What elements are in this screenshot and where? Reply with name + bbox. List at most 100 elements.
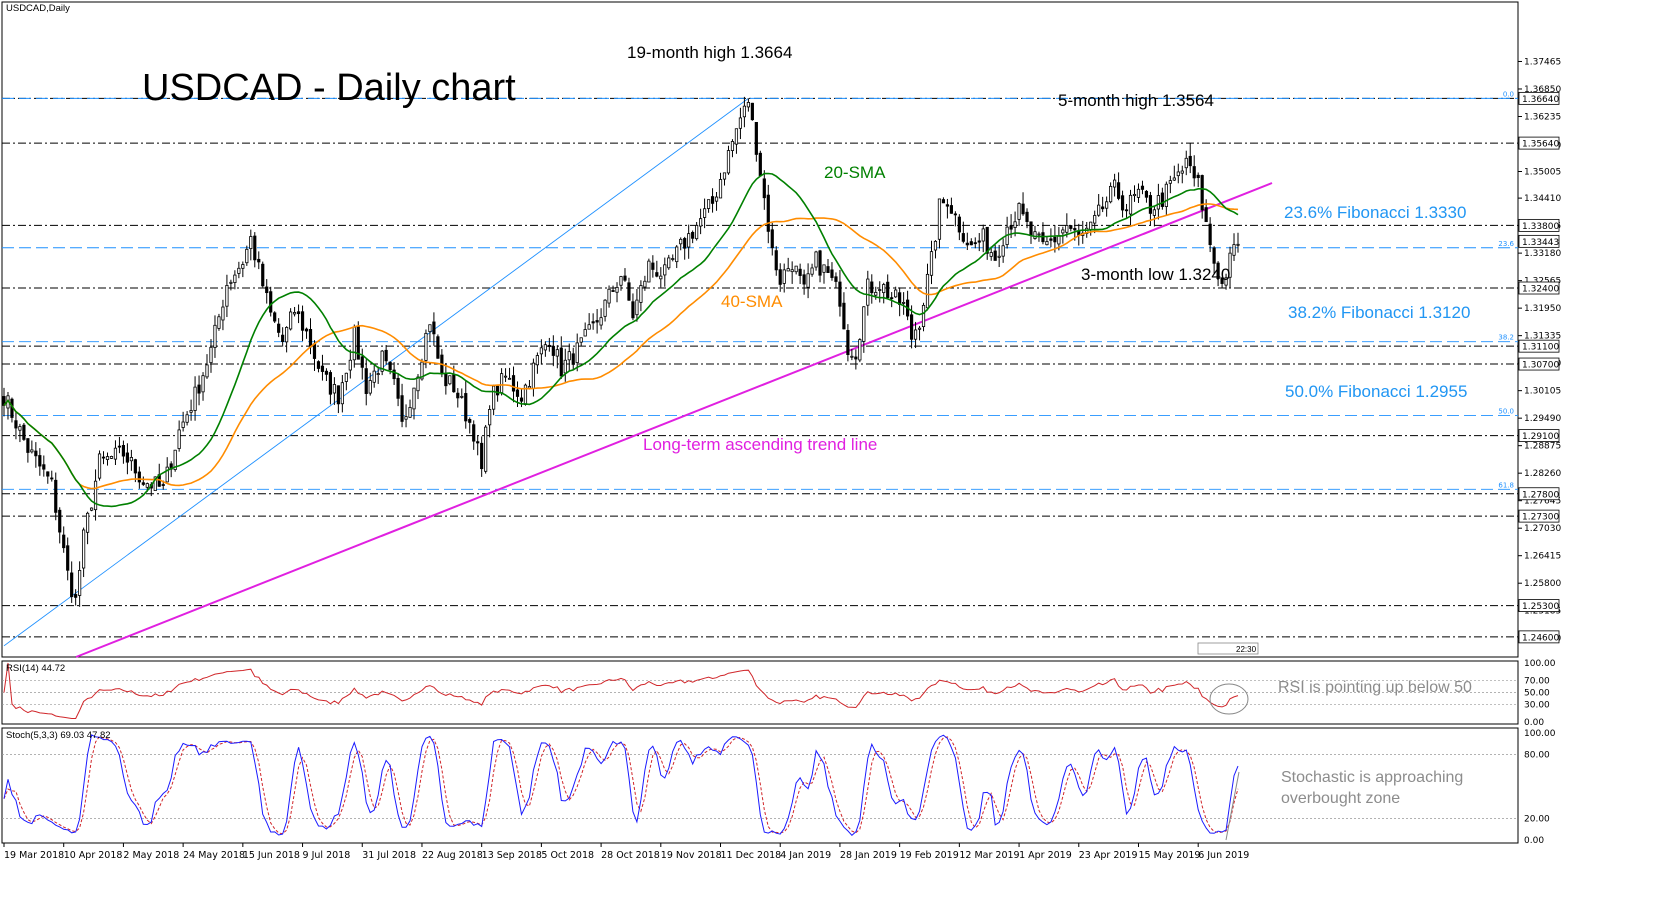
candle-body (289, 311, 293, 330)
candle-body (635, 299, 639, 316)
price-tick-label: 1.27645 (1524, 497, 1561, 507)
candle-body (26, 438, 30, 453)
candle-body (515, 389, 520, 397)
candle-body (663, 264, 667, 276)
candle-body (1224, 277, 1228, 286)
annotation-40-sma: 40-SMA (721, 292, 783, 311)
chart-title: USDCAD,Daily (6, 3, 70, 14)
candle-body (364, 368, 368, 394)
time-tick-label: 13 Sep 2018 (482, 850, 542, 861)
candle-body (953, 213, 957, 216)
candle-body (277, 323, 281, 333)
candle-body (850, 355, 854, 358)
candle-body (408, 407, 412, 418)
price-tick-label: 1.26415 (1524, 552, 1561, 562)
time-tick-label: 9 Jul 2018 (303, 850, 351, 861)
candle-body (109, 456, 114, 459)
time-axis: 19 Mar 2018 10 Apr 2018 2 May 2018 24 May 2… (3, 843, 1249, 861)
candle-body (567, 351, 571, 361)
candle-body (921, 304, 926, 328)
candle-body (854, 356, 858, 360)
candle-body (770, 229, 774, 249)
candle-body (165, 466, 169, 483)
candle-body (603, 299, 607, 317)
candle-body (209, 346, 213, 364)
candle-body (46, 471, 50, 477)
time-tick-label: 4 Jan 2019 (780, 850, 831, 861)
trend-lines (3, 98, 1273, 658)
time-tick-label: 28 Jan 2019 (840, 850, 897, 861)
fib-level-label: 61.8 (1498, 481, 1514, 489)
candle-body (965, 242, 969, 246)
candle-body (643, 280, 647, 288)
candle-body (368, 380, 372, 394)
price-tick-label: 1.28260 (1524, 469, 1561, 479)
price-box (1518, 136, 1560, 150)
candle-body (1168, 180, 1172, 184)
candle-body (281, 334, 285, 342)
stochastic-indicator: 100.00 80.00 20.00 0.00 (2, 729, 1556, 846)
candle-body (1176, 171, 1180, 177)
candle-body (177, 429, 181, 449)
candle-body (464, 393, 468, 422)
candle-body (702, 208, 707, 218)
candle-body (981, 228, 985, 242)
candle-body (388, 361, 392, 371)
price-box (1518, 339, 1560, 353)
candle-body (101, 456, 106, 459)
candle-body (229, 281, 233, 284)
candle-body (1029, 221, 1033, 237)
candle-body (448, 375, 452, 385)
candle-body (774, 250, 778, 271)
candle-body (273, 312, 277, 322)
candle-body (1009, 225, 1013, 230)
candle-body (1204, 207, 1208, 223)
candle-body (161, 484, 165, 486)
candle-body (444, 373, 448, 387)
price-box (1518, 509, 1560, 523)
candle-body (1228, 252, 1232, 278)
candle-body (225, 285, 229, 307)
candle-body (117, 445, 122, 448)
candle-body (400, 395, 404, 422)
sma-20-line (3, 172, 1239, 508)
price-tick-label: 1.37465 (1524, 57, 1561, 67)
candle-body (492, 385, 496, 410)
candle-body (746, 101, 750, 108)
candle-body (105, 456, 110, 460)
stoch-panel-frame (1, 727, 1519, 844)
candle-body (432, 321, 436, 335)
price-box-label: 1.30700 (1522, 361, 1559, 371)
time-box-label: 22:30 (1236, 645, 1257, 654)
price-tick-label: 1.36235 (1524, 112, 1561, 122)
candle-body (639, 285, 643, 303)
candle-body (531, 362, 536, 389)
candle-body (858, 339, 862, 361)
candle-body (683, 238, 687, 249)
candle-body (1124, 209, 1129, 212)
candle-body (941, 199, 946, 204)
candle-body (285, 327, 289, 343)
candle-body (340, 382, 344, 405)
candle-body (197, 384, 201, 394)
candle-body (909, 314, 914, 340)
time-box (1197, 642, 1259, 655)
fibonacci-levels: 0.0 23.6 38.2 50.0 61.8 (2, 90, 1518, 490)
big-title: USDCAD - Daily chart (142, 67, 516, 109)
candle-body (1097, 204, 1101, 216)
price-box (1518, 234, 1560, 248)
candle-body (18, 426, 22, 431)
candle-body (766, 194, 770, 232)
price-box-label: 1.31100 (1522, 343, 1559, 353)
fib-level-label: 0.0 (1503, 90, 1514, 98)
price-box-label: 1.32400 (1522, 285, 1559, 295)
candle-body (1180, 170, 1184, 174)
candle-body (420, 361, 424, 380)
annotation-rsi-note: RSI is pointing up below 50 (1278, 679, 1472, 696)
candle-body (336, 385, 340, 405)
candle-body (993, 250, 997, 261)
candle-body (34, 450, 38, 457)
candle-body (902, 302, 906, 304)
candle-body (380, 350, 384, 372)
